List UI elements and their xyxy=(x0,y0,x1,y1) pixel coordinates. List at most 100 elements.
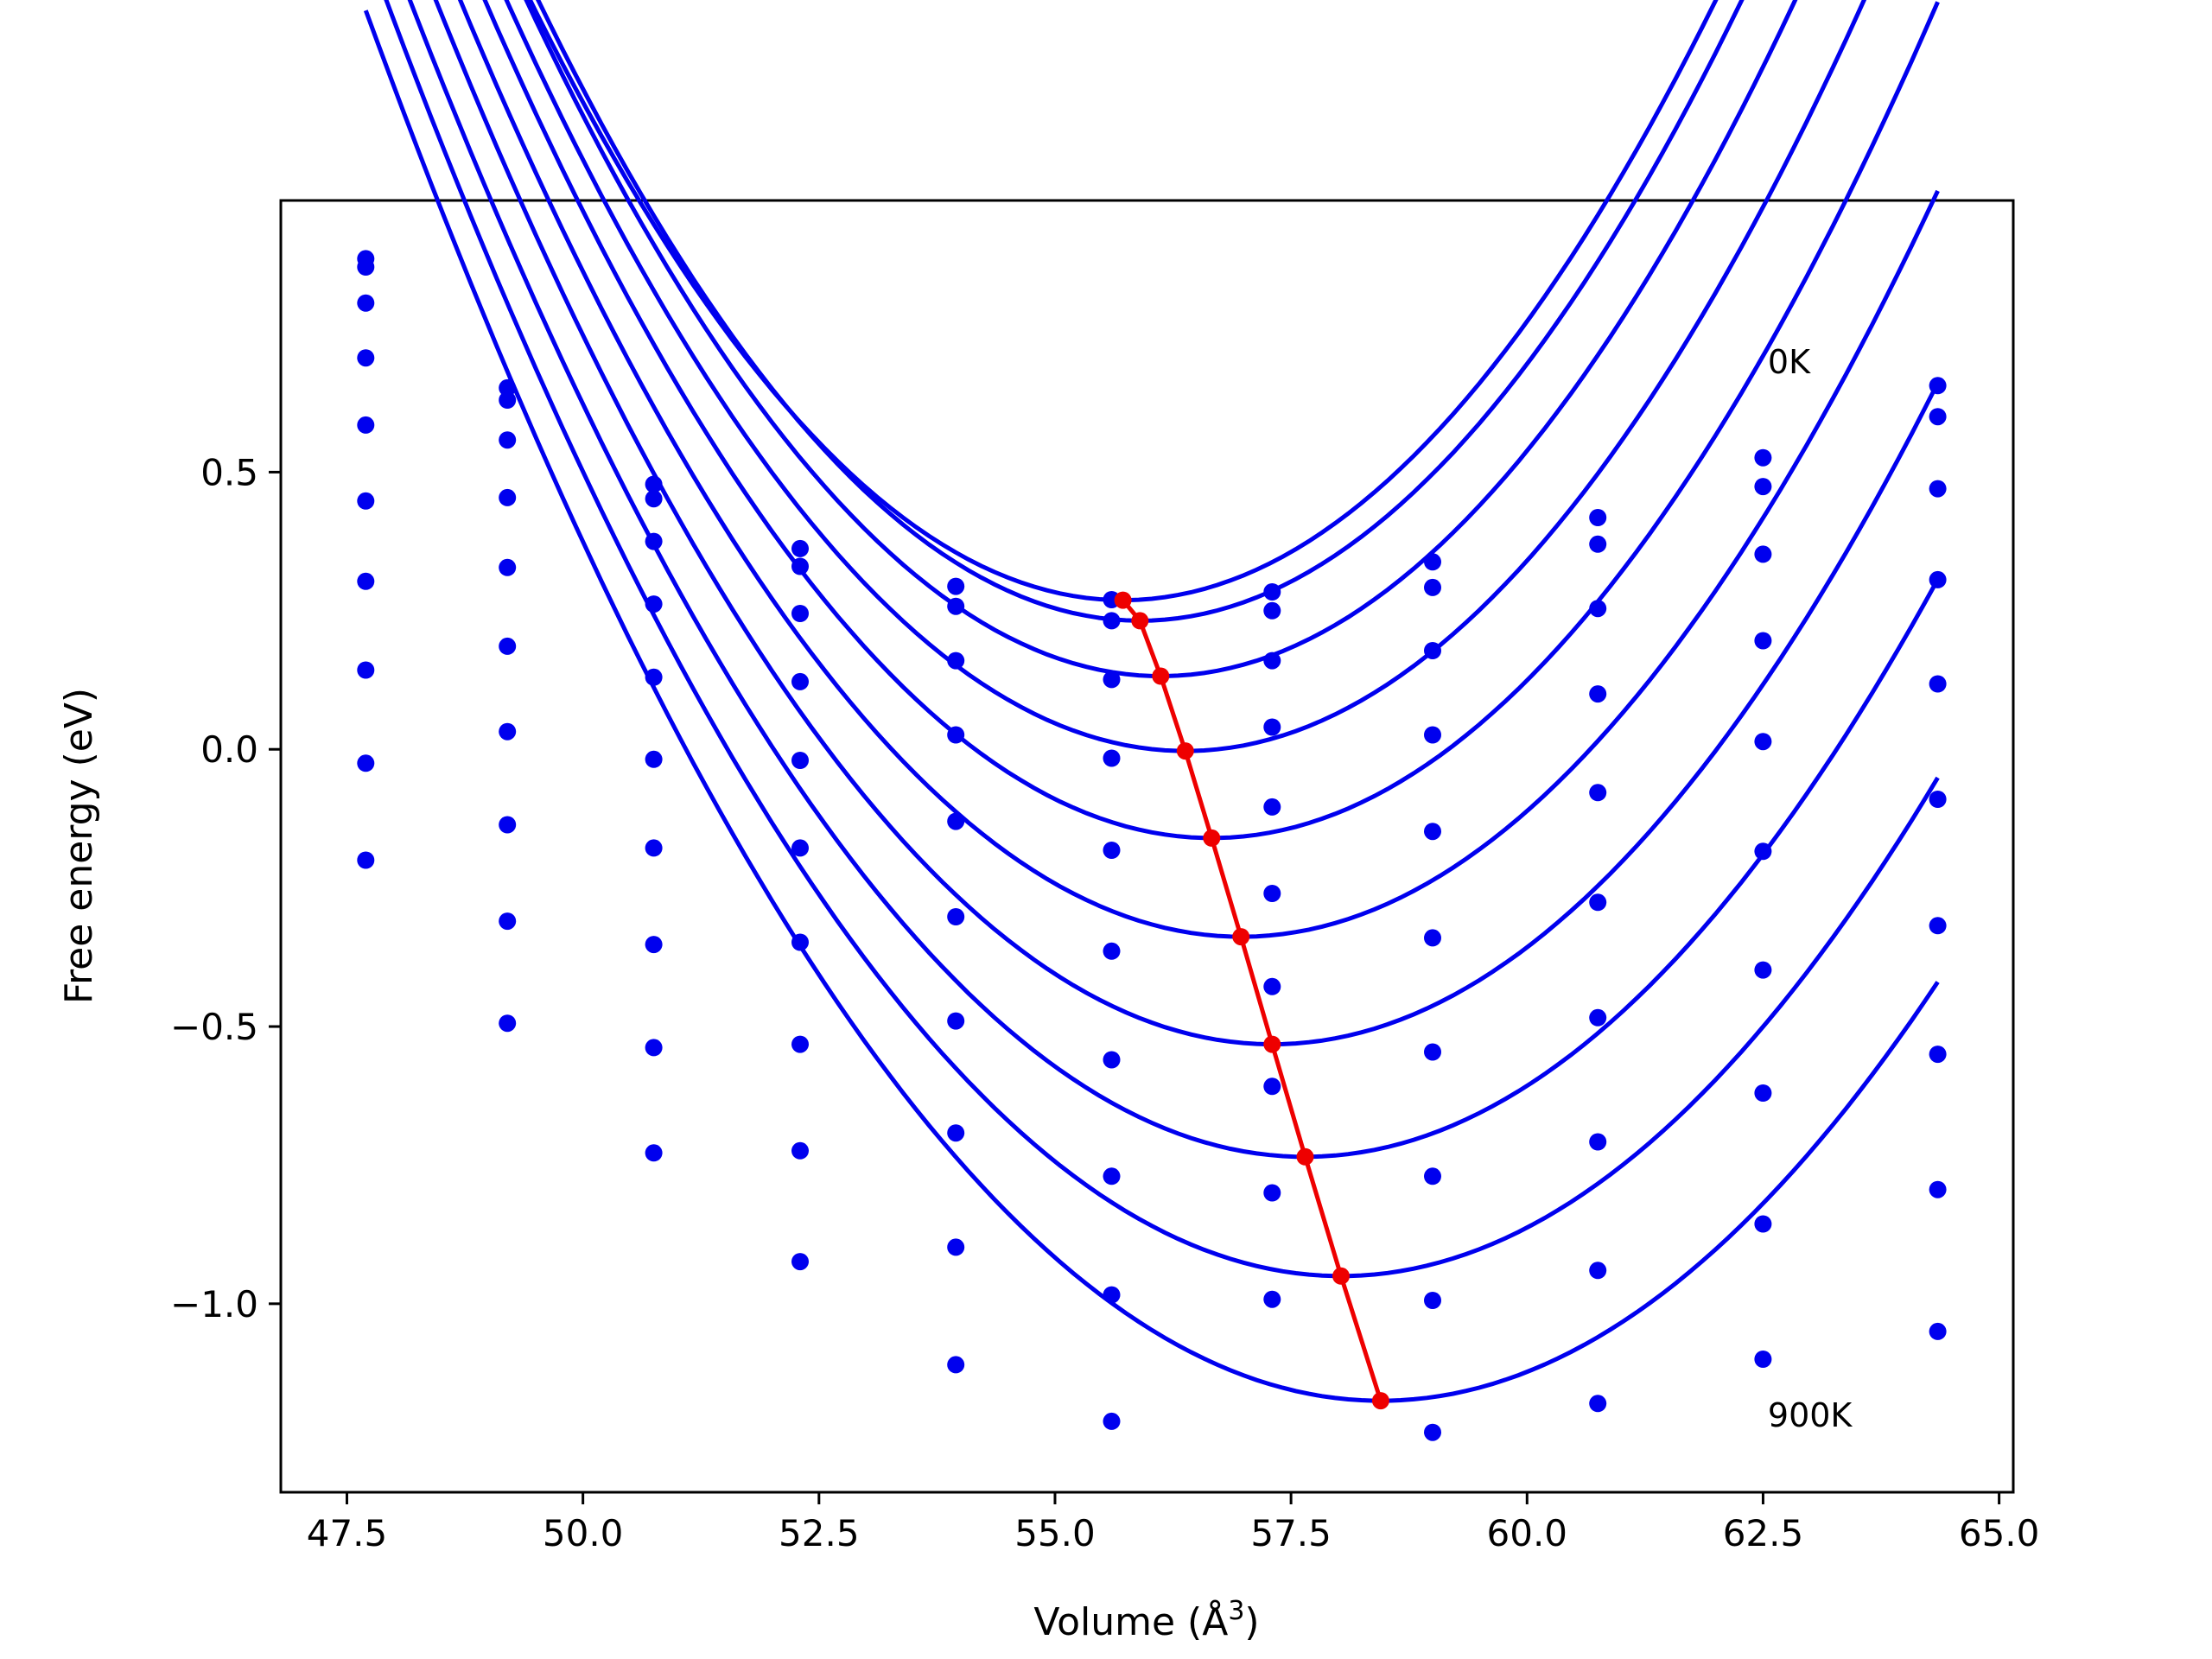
fit-curve-8 xyxy=(384,0,1940,1279)
x-tick-label-3: 55.0 xyxy=(1014,1512,1096,1554)
annotations: 0K 900K xyxy=(1768,343,1853,1434)
data-point-9-4 xyxy=(947,1356,965,1374)
data-point-0-10 xyxy=(1929,377,1947,395)
data-point-9-2 xyxy=(645,1144,663,1162)
data-point-3-8 xyxy=(1589,685,1607,703)
data-point-5-4 xyxy=(947,908,965,925)
annotation-1: 900K xyxy=(1768,1396,1853,1434)
fit-curve-1 xyxy=(535,0,1745,623)
data-point-2-10 xyxy=(1929,480,1947,498)
x-tick-label-5: 60.0 xyxy=(1487,1512,1568,1554)
x-axis-label: Volume (Å3) xyxy=(1033,1596,1259,1644)
data-point-1-9 xyxy=(1754,478,1772,496)
data-point-4-9 xyxy=(1754,733,1772,751)
x-tick-label-1: 50.0 xyxy=(543,1512,624,1554)
data-point-3-9 xyxy=(1754,632,1772,650)
data-point-2-0 xyxy=(357,294,375,312)
data-point-7-1 xyxy=(499,816,517,834)
data-point-0-9 xyxy=(1754,448,1772,467)
data-point-7-0 xyxy=(357,661,375,679)
data-point-7-8 xyxy=(1589,1133,1607,1151)
data-point-6-10 xyxy=(1929,917,1947,935)
data-point-0-7 xyxy=(1424,553,1441,571)
y-axis-label: Free energy (eV) xyxy=(57,688,101,1004)
data-point-4-4 xyxy=(947,812,965,830)
data-point-3-4 xyxy=(947,726,965,744)
data-point-9-6 xyxy=(1263,1290,1281,1308)
data-point-8-6 xyxy=(1263,1184,1281,1202)
minima-point-0 xyxy=(1114,591,1132,609)
minima-point-1 xyxy=(1131,612,1149,630)
data-point-2-8 xyxy=(1589,600,1607,618)
data-point-6-0 xyxy=(357,572,375,590)
data-point-4-0 xyxy=(357,416,375,434)
data-point-6-3 xyxy=(791,933,809,951)
data-point-4-10 xyxy=(1929,675,1947,693)
plot-frame xyxy=(279,199,2015,1494)
y-tick-label-1: 0.0 xyxy=(200,728,258,771)
minima-point-3 xyxy=(1176,742,1194,760)
fit-curve-7 xyxy=(407,0,1940,1160)
data-point-4-3 xyxy=(791,752,809,769)
fit-curve-5 xyxy=(457,0,1940,939)
data-point-1-6 xyxy=(1263,601,1281,620)
data-point-6-1 xyxy=(499,722,517,741)
data-point-7-4 xyxy=(947,1124,965,1142)
minima-point-9 xyxy=(1371,1392,1389,1410)
data-point-6-9 xyxy=(1754,961,1772,979)
data-point-8-9 xyxy=(1754,1215,1772,1233)
data-point-0-4 xyxy=(947,577,965,595)
data-point-9-1 xyxy=(499,1014,517,1033)
data-point-2-4 xyxy=(947,652,965,670)
data-point-7-7 xyxy=(1424,1167,1441,1185)
data-point-0-8 xyxy=(1589,509,1607,526)
data-point-2-2 xyxy=(645,532,663,550)
data-point-2-6 xyxy=(1263,652,1281,670)
data-point-5-7 xyxy=(1424,929,1441,947)
y-tick-label-3: −1.0 xyxy=(170,1283,258,1325)
data-point-5-0 xyxy=(357,492,375,510)
minima-point-8 xyxy=(1332,1267,1350,1285)
data-point-9-10 xyxy=(1929,1322,1947,1340)
data-point-5-6 xyxy=(1263,885,1281,902)
data-point-8-2 xyxy=(645,1039,663,1057)
data-point-7-10 xyxy=(1929,1046,1947,1064)
annotation-0: 0K xyxy=(1768,343,1811,381)
data-point-9-3 xyxy=(791,1253,809,1271)
data-point-6-7 xyxy=(1424,1043,1441,1061)
data-point-9-9 xyxy=(1754,1351,1772,1368)
data-point-3-6 xyxy=(1263,718,1281,736)
data-point-4-8 xyxy=(1589,784,1607,802)
data-point-3-7 xyxy=(1424,726,1441,744)
data-point-7-2 xyxy=(645,936,663,954)
data-point-7-9 xyxy=(1754,1084,1772,1102)
data-point-1-4 xyxy=(947,597,965,615)
data-point-3-3 xyxy=(791,672,809,690)
fit-curve-0 xyxy=(527,0,1719,603)
data-points xyxy=(357,250,1947,1441)
data-point-6-4 xyxy=(947,1012,965,1030)
data-point-8-5 xyxy=(1103,1286,1121,1304)
data-point-1-5 xyxy=(1103,612,1121,630)
minima-point-5 xyxy=(1232,928,1250,946)
data-point-2-7 xyxy=(1424,642,1441,659)
data-point-3-2 xyxy=(645,595,663,613)
data-point-9-5 xyxy=(1103,1412,1121,1430)
data-point-6-5 xyxy=(1103,1051,1121,1069)
x-axis: 47.5 50.0 52.5 55.0 57.5 60.0 62.5 65.0 xyxy=(307,1492,2040,1554)
data-point-0-2 xyxy=(645,475,663,493)
data-point-7-3 xyxy=(791,1035,809,1053)
data-point-2-3 xyxy=(791,605,809,622)
minima-path xyxy=(1114,591,1389,1410)
data-point-1-0 xyxy=(357,258,375,276)
data-point-1-3 xyxy=(791,557,809,575)
data-point-9-8 xyxy=(1589,1395,1607,1413)
data-point-0-6 xyxy=(1263,583,1281,601)
data-point-4-1 xyxy=(499,558,517,576)
data-point-4-7 xyxy=(1424,823,1441,841)
fit-curves xyxy=(363,0,1940,1403)
data-point-4-2 xyxy=(645,668,663,686)
data-point-7-5 xyxy=(1103,1167,1121,1185)
x-tick-label-7: 65.0 xyxy=(1959,1512,2040,1554)
